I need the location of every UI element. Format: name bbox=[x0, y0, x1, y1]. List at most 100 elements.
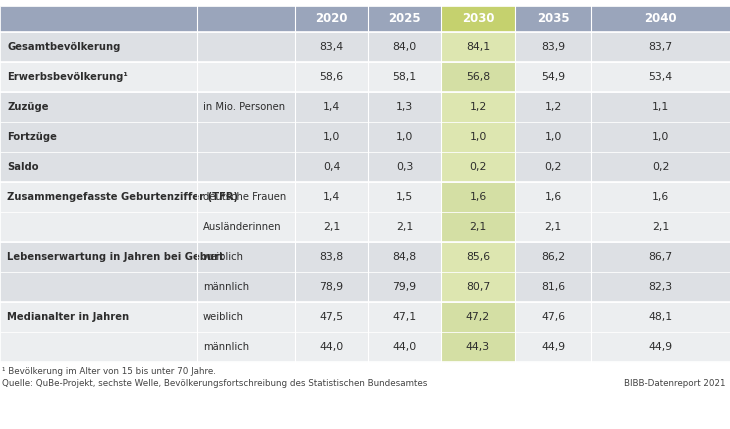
Bar bbox=[368, 242, 441, 272]
Text: männlich: männlich bbox=[203, 342, 249, 352]
Bar bbox=[197, 272, 295, 302]
Bar bbox=[515, 62, 591, 92]
Text: Ausländerinnen: Ausländerinnen bbox=[203, 222, 282, 232]
Bar bbox=[295, 92, 368, 122]
Text: 2020: 2020 bbox=[315, 12, 347, 25]
Text: 80,7: 80,7 bbox=[466, 282, 490, 292]
Text: Saldo: Saldo bbox=[7, 162, 39, 172]
Text: 1,4: 1,4 bbox=[323, 192, 340, 202]
Bar bbox=[295, 212, 368, 242]
Bar bbox=[441, 302, 515, 332]
Text: 79,9: 79,9 bbox=[393, 282, 417, 292]
Bar bbox=[368, 302, 441, 332]
Text: 47,5: 47,5 bbox=[320, 312, 344, 322]
Text: 1,0: 1,0 bbox=[469, 132, 487, 142]
Bar bbox=[591, 242, 730, 272]
Text: 2,1: 2,1 bbox=[545, 222, 561, 232]
Text: 86,2: 86,2 bbox=[541, 252, 565, 262]
Text: 2,1: 2,1 bbox=[396, 222, 413, 232]
Bar bbox=[295, 242, 368, 272]
Bar bbox=[197, 242, 295, 272]
Text: ¹ Bevölkerung im Alter von 15 bis unter 70 Jahre.: ¹ Bevölkerung im Alter von 15 bis unter … bbox=[2, 368, 216, 377]
Bar bbox=[591, 122, 730, 152]
Bar bbox=[197, 332, 295, 362]
Bar bbox=[0, 182, 197, 212]
Bar bbox=[197, 62, 295, 92]
Text: 2030: 2030 bbox=[462, 12, 494, 25]
Bar bbox=[0, 62, 197, 92]
Bar bbox=[591, 182, 730, 212]
Bar bbox=[295, 332, 368, 362]
Text: 44,3: 44,3 bbox=[466, 342, 490, 352]
Text: 84,1: 84,1 bbox=[466, 42, 490, 52]
Text: 1,0: 1,0 bbox=[652, 132, 669, 142]
Bar bbox=[295, 62, 368, 92]
Bar bbox=[368, 212, 441, 242]
Text: 0,2: 0,2 bbox=[652, 162, 669, 172]
Bar bbox=[368, 332, 441, 362]
Bar bbox=[368, 182, 441, 212]
Bar bbox=[515, 272, 591, 302]
Bar bbox=[515, 182, 591, 212]
Text: 0,2: 0,2 bbox=[469, 162, 487, 172]
Text: 1,6: 1,6 bbox=[652, 192, 669, 202]
Text: 44,0: 44,0 bbox=[393, 342, 417, 352]
Bar bbox=[515, 32, 591, 62]
Text: 1,1: 1,1 bbox=[652, 102, 669, 112]
Text: 44,9: 44,9 bbox=[648, 342, 672, 352]
Bar bbox=[0, 302, 197, 332]
Bar bbox=[591, 62, 730, 92]
Text: 2040: 2040 bbox=[644, 12, 677, 25]
Bar bbox=[368, 6, 441, 32]
Bar bbox=[295, 6, 368, 32]
Bar bbox=[441, 32, 515, 62]
Bar bbox=[0, 6, 197, 32]
Text: 84,8: 84,8 bbox=[393, 252, 417, 262]
Text: 1,6: 1,6 bbox=[469, 192, 487, 202]
Bar bbox=[591, 92, 730, 122]
Bar bbox=[368, 152, 441, 182]
Bar bbox=[197, 122, 295, 152]
Bar bbox=[441, 272, 515, 302]
Bar bbox=[0, 272, 197, 302]
Bar bbox=[515, 332, 591, 362]
Text: 2,1: 2,1 bbox=[469, 222, 487, 232]
Bar bbox=[591, 212, 730, 242]
Bar bbox=[295, 32, 368, 62]
Text: deutsche Frauen: deutsche Frauen bbox=[203, 192, 286, 202]
Bar bbox=[295, 182, 368, 212]
Text: 2,1: 2,1 bbox=[652, 222, 669, 232]
Text: 1,6: 1,6 bbox=[545, 192, 561, 202]
Text: 1,2: 1,2 bbox=[545, 102, 561, 112]
Bar bbox=[197, 6, 295, 32]
Text: 2025: 2025 bbox=[388, 12, 420, 25]
Bar bbox=[0, 332, 197, 362]
Bar bbox=[515, 212, 591, 242]
Text: 1,2: 1,2 bbox=[469, 102, 487, 112]
Bar bbox=[515, 92, 591, 122]
Text: 83,4: 83,4 bbox=[320, 42, 344, 52]
Bar bbox=[197, 212, 295, 242]
Bar bbox=[441, 212, 515, 242]
Bar bbox=[197, 32, 295, 62]
Text: 86,7: 86,7 bbox=[648, 252, 672, 262]
Text: BIBB-Datenreport 2021: BIBB-Datenreport 2021 bbox=[623, 380, 725, 389]
Text: 47,1: 47,1 bbox=[393, 312, 417, 322]
Bar bbox=[368, 272, 441, 302]
Text: 53,4: 53,4 bbox=[648, 72, 672, 82]
Text: Fortzüge: Fortzüge bbox=[7, 132, 57, 142]
Bar bbox=[0, 152, 197, 182]
Text: Erwerbsbevölkerung¹: Erwerbsbevölkerung¹ bbox=[7, 72, 128, 82]
Text: 84,0: 84,0 bbox=[393, 42, 417, 52]
Bar bbox=[295, 302, 368, 332]
Text: 78,9: 78,9 bbox=[320, 282, 344, 292]
Text: 1,0: 1,0 bbox=[545, 132, 561, 142]
Bar bbox=[591, 152, 730, 182]
Bar bbox=[591, 332, 730, 362]
Bar bbox=[0, 122, 197, 152]
Text: Gesamtbevölkerung: Gesamtbevölkerung bbox=[7, 42, 120, 52]
Bar bbox=[591, 32, 730, 62]
Bar bbox=[295, 272, 368, 302]
Bar bbox=[515, 242, 591, 272]
Text: Zuzüge: Zuzüge bbox=[7, 102, 48, 112]
